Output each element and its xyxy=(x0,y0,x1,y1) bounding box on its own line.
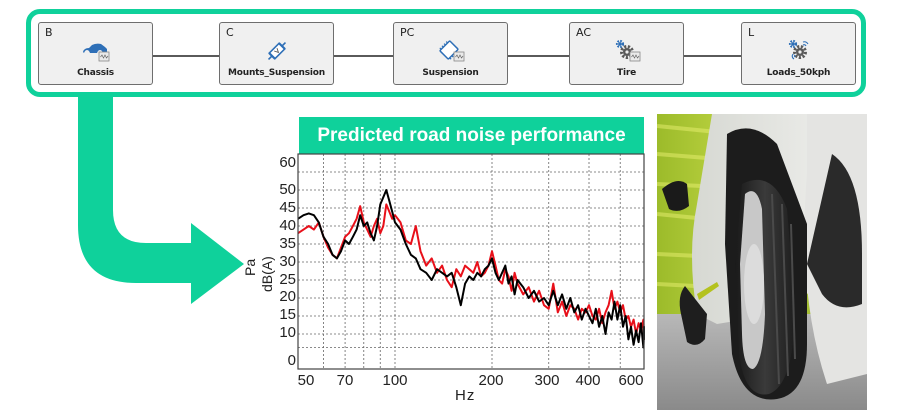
node-code: C xyxy=(226,26,234,39)
x-tick: 400 xyxy=(575,372,601,389)
y-tick: 20 xyxy=(279,288,296,305)
connector-4 xyxy=(684,55,742,57)
x-tick: 300 xyxy=(534,372,560,389)
y-tick: 40 xyxy=(279,217,296,234)
x-tick: 50 xyxy=(297,372,315,389)
series-black xyxy=(297,189,645,349)
y-tick: 35 xyxy=(279,235,296,252)
mount-bushing-icon xyxy=(267,41,286,61)
y-tick: 15 xyxy=(279,306,296,323)
node-loads-50kph[interactable]: L Loads_50kph xyxy=(741,22,856,85)
x-tick: 200 xyxy=(478,372,504,389)
gears-icon xyxy=(615,39,640,62)
connector-1 xyxy=(153,55,220,57)
y-tick: 10 xyxy=(279,324,296,341)
x-tick: 100 xyxy=(382,372,408,389)
node-code: L xyxy=(748,26,755,39)
y-tick: 30 xyxy=(279,253,296,270)
y-tick: 50 xyxy=(279,181,296,198)
x-tick: 70 xyxy=(336,372,354,389)
node-label: Loads_50kph xyxy=(766,68,831,78)
y-tick: 0 xyxy=(287,352,296,369)
chart-title: Predicted road noise performance xyxy=(299,117,644,154)
chart-series xyxy=(297,189,645,349)
suspension-component-icon xyxy=(438,40,464,62)
series-red xyxy=(297,203,645,341)
y-tick: 25 xyxy=(279,271,296,288)
y-axis-label-scale: dB(A) xyxy=(259,256,275,292)
y-tick: 60 xyxy=(279,154,296,171)
tire-on-road-photo xyxy=(657,114,867,410)
node-code: AC xyxy=(576,26,592,39)
y-axis-label-unit: Pa xyxy=(242,258,258,276)
gear-signal-icon xyxy=(788,39,808,60)
chart-frame xyxy=(297,153,645,370)
node-suspension[interactable]: PC Suspension xyxy=(393,22,508,85)
node-mounts-suspension[interactable]: C Mounts_Suspension xyxy=(219,22,334,85)
x-tick: 600 xyxy=(618,372,644,389)
node-tire[interactable]: AC Tire xyxy=(569,22,684,85)
y-tick: 45 xyxy=(279,199,296,216)
node-code: PC xyxy=(400,26,415,39)
node-label: Mounts_Suspension xyxy=(228,68,325,78)
chart-grid xyxy=(298,154,644,369)
x-axis-label: Hz xyxy=(455,387,476,404)
car-body-icon xyxy=(82,43,109,62)
node-label: Suspension xyxy=(422,68,479,78)
node-label: Chassis xyxy=(77,68,114,78)
node-label: Tire xyxy=(617,68,636,78)
node-chassis[interactable]: B Chassis xyxy=(38,22,153,85)
connector-2 xyxy=(334,55,394,57)
node-code: B xyxy=(45,26,53,39)
connector-3 xyxy=(508,55,570,57)
